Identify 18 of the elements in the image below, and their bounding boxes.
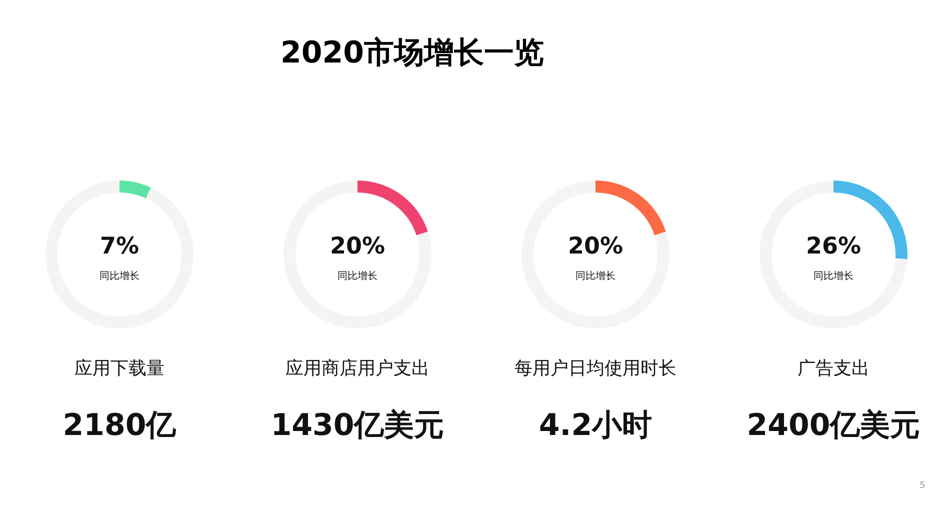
text: 同比增长 <box>338 270 378 282</box>
data-label: 20% <box>330 234 386 260</box>
text: 应用下载量 <box>74 358 164 379</box>
text: 同比增长 <box>814 270 854 282</box>
text: 2020市场增长一览 <box>280 36 544 70</box>
data-label: 20% <box>568 234 624 260</box>
text: 5 <box>920 481 926 491</box>
data-label: 26% <box>806 234 862 260</box>
text: 同比增长 <box>100 270 140 282</box>
text: 2180亿 <box>62 408 178 443</box>
text: 每用户日均使用时长 <box>514 358 676 379</box>
data-label: 7% <box>100 234 140 260</box>
text: 应用商店用户支出 <box>286 358 430 379</box>
text: 广告支出 <box>798 358 870 379</box>
text: 2400亿美元 <box>746 408 920 443</box>
text: 1430亿美元 <box>270 408 444 443</box>
text: 4.2小时 <box>538 408 652 443</box>
text: 同比增长 <box>576 270 616 282</box>
